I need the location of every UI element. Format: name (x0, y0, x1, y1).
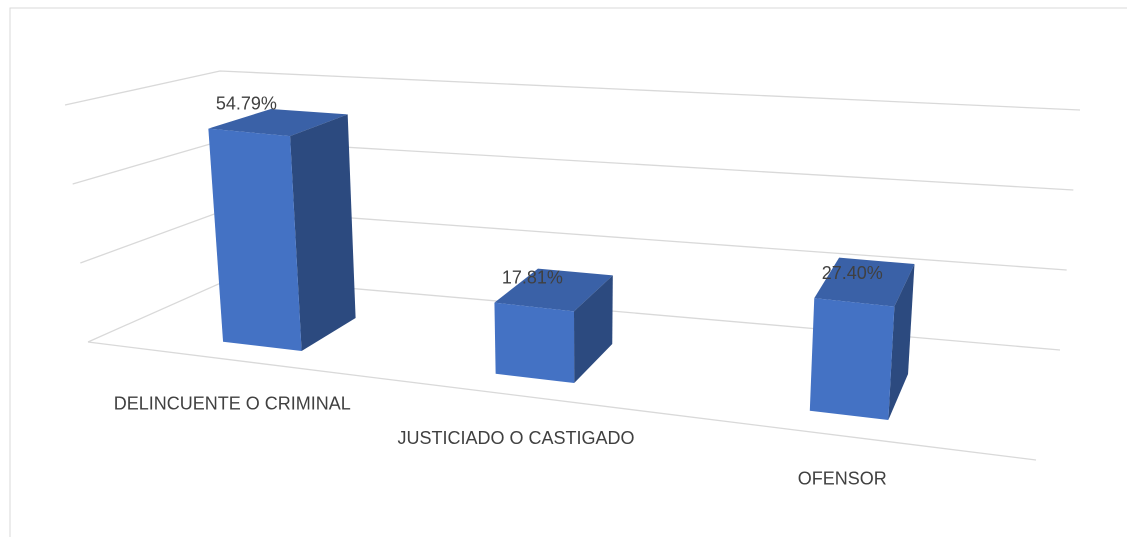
data-label: 54.79% (216, 93, 277, 113)
bar (809, 298, 895, 421)
bar-top (208, 109, 348, 137)
data-label: 27.40% (822, 263, 883, 283)
bar-side (574, 275, 613, 384)
data-label: 17.81% (502, 267, 563, 287)
grid-line (64, 70, 1081, 111)
chart-frame (9, 7, 1127, 537)
x-tick-label: JUSTICIADO O CASTIGADO (397, 428, 634, 448)
bar-side (888, 264, 915, 421)
x-tick-label: OFENSOR (798, 468, 887, 488)
bar-top (814, 257, 915, 307)
bar (494, 302, 575, 384)
x-tick-label: DELINCUENTE O CRIMINAL (114, 393, 351, 413)
bar-side (290, 114, 356, 351)
bar-top (494, 268, 613, 312)
floor-edge (87, 341, 1037, 461)
bar (208, 128, 302, 351)
